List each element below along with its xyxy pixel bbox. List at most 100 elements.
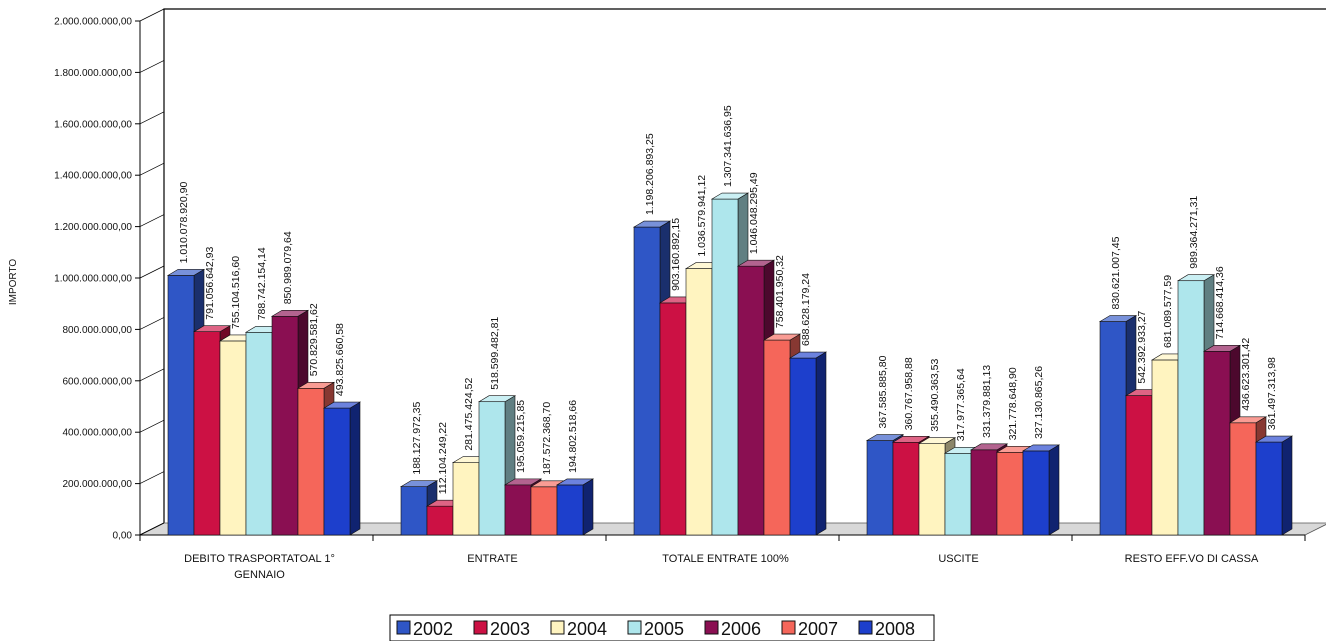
bar-front (193, 331, 221, 536)
category-label: ENTRATE (467, 553, 518, 565)
bar-top (865, 434, 905, 441)
data-label: 493.825.660,58 (334, 323, 346, 396)
bar-front (892, 441, 920, 536)
data-label: 989.364.271,31 (1188, 196, 1200, 269)
bar-front (1229, 422, 1257, 536)
bar-front (271, 315, 299, 536)
y-tick-depth (139, 162, 165, 176)
bar-front (737, 265, 765, 536)
category-label: USCITE (938, 553, 978, 565)
data-label: 360.767.958,88 (903, 357, 915, 430)
bar (788, 351, 828, 536)
bar-front (297, 387, 325, 536)
legend-label: 2002 (413, 619, 453, 639)
data-label: 903.160.892,15 (670, 218, 682, 291)
bar-top (1254, 435, 1294, 443)
y-tick-depth (139, 214, 165, 227)
data-label: 361.497.313,98 (1266, 357, 1278, 430)
bar-side (815, 351, 827, 536)
data-label: 195.059.215,85 (515, 400, 527, 473)
data-label: 327.130.865,26 (1033, 366, 1045, 439)
bar (322, 401, 362, 536)
y-tick-depth (139, 8, 165, 22)
bar-top (788, 351, 828, 359)
data-label: 1.307.341.636,95 (722, 105, 734, 187)
data-label: 830.621.007,45 (1110, 236, 1122, 309)
bar-front (970, 449, 998, 536)
y-tick-label: 200.000.000,00 (62, 479, 132, 490)
data-label: 850.989.079,64 (282, 231, 294, 304)
bar-front (918, 443, 946, 536)
data-label: 194.802.518,66 (567, 400, 579, 473)
legend-item: 2005 (627, 619, 684, 639)
legend-label: 2008 (875, 619, 915, 639)
category-label: TOTALE ENTRATE 100% (662, 553, 789, 565)
y-tick-label: 1.400.000.000,00 (54, 171, 132, 182)
bar-top (555, 478, 595, 486)
data-label: 281.475.424,52 (463, 378, 475, 451)
y-tick-label: 1.200.000.000,00 (54, 222, 132, 233)
bar-top (736, 259, 776, 267)
data-label: 758.401.950,32 (774, 255, 786, 328)
bar-top (1176, 274, 1216, 282)
bar-side (582, 478, 594, 536)
bar-front (1203, 351, 1231, 536)
bar-front (245, 331, 273, 536)
y-tick-depth (139, 522, 165, 536)
bar-front (167, 275, 195, 536)
bar-top (166, 269, 206, 276)
bar-front (1099, 321, 1127, 536)
data-label: 681.089.577,59 (1162, 275, 1174, 348)
y-tick-depth (139, 368, 165, 382)
data-label: 187.572.368,70 (541, 402, 553, 475)
y-tick-label: 0,00 (113, 531, 133, 542)
bar-front (1022, 450, 1050, 536)
bar-front (789, 357, 817, 536)
bar-top (322, 401, 362, 409)
legend-item: 2008 (858, 619, 915, 639)
data-label: 542.392.933,27 (1136, 310, 1148, 383)
data-label: 317.977.365,64 (955, 368, 967, 441)
data-label: 518.599.482,81 (489, 317, 501, 390)
y-tick-label: 1.800.000.000,00 (54, 68, 132, 79)
bar-top (762, 333, 802, 341)
data-label: 570.829.581,62 (308, 303, 320, 376)
y-tick-label: 1.600.000.000,00 (54, 119, 132, 130)
legend-item: 2006 (704, 619, 761, 639)
bar-top (1021, 444, 1061, 452)
bar-top (270, 309, 310, 317)
data-label: 188.127.972,35 (411, 402, 423, 475)
legend-item: 2007 (781, 619, 838, 639)
y-tick-label: 800.000.000,00 (62, 325, 132, 336)
bar-front (685, 268, 713, 536)
bar-front (556, 484, 584, 536)
category-label: DEBITO TRASPORTATOAL 1° (184, 553, 335, 565)
data-label: 1.046.048.295,49 (748, 172, 760, 254)
y-tick-label: 1.000.000.000,00 (54, 274, 132, 285)
y-tick-depth (139, 419, 165, 433)
bar-top (503, 478, 543, 486)
bar-top (917, 437, 957, 444)
bar-front (530, 486, 558, 536)
category-labels: DEBITO TRASPORTATOAL 1° GENNAIO ENTRATE TOT… (139, 535, 1306, 581)
data-label: 331.379.881,13 (981, 365, 993, 438)
bar-top (710, 192, 750, 200)
legend-swatch (781, 620, 796, 635)
legend: 2002 2003 2004 2005 2006 2007 2008 (389, 614, 935, 641)
bar-top (969, 443, 1009, 451)
bar-front (996, 452, 1024, 536)
legend-swatch (396, 620, 411, 635)
bar-top (1202, 345, 1242, 352)
bar-side (1048, 444, 1060, 536)
legend-item: 2003 (473, 619, 530, 639)
bar-front (400, 486, 428, 536)
data-label: 321.778.648,90 (1007, 367, 1019, 440)
data-label: 714.668.414,36 (1214, 266, 1226, 339)
y-tick-label: 2.000.000.000,00 (54, 17, 132, 28)
legend-swatch (704, 620, 719, 635)
bar-top (192, 325, 232, 332)
legend-label: 2003 (490, 619, 530, 639)
bar-top (891, 435, 931, 443)
data-label: 755.104.516,60 (230, 256, 242, 329)
